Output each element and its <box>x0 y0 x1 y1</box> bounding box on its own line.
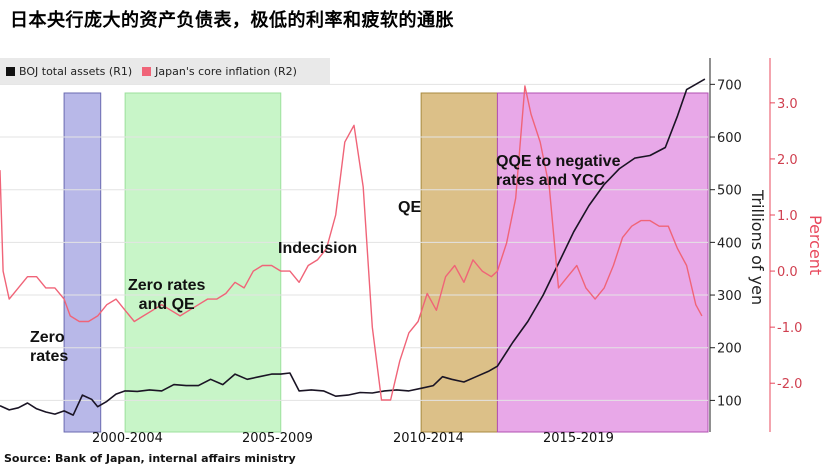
r1-tick-label-400: 400 <box>717 236 742 251</box>
band-qqe-to-negative-rates-and-ycc <box>496 92 709 433</box>
legend-swatch-inflation <box>142 66 152 76</box>
source-note: Source: Bank of Japan, internal affairs … <box>4 452 296 465</box>
r2-tick-label-3: 3.0 <box>777 97 798 112</box>
annotation-qqe: QQE to negative rates and YCC <box>496 152 620 190</box>
r2-tick-label--2: -2.0 <box>777 377 802 392</box>
annotation-zero-rates-line1: Zero <box>30 329 65 346</box>
r1-tick-label-600: 600 <box>717 131 742 146</box>
series-core-inflation-line <box>0 85 703 401</box>
annotation-zrqe-line1: Zero rates <box>128 277 206 294</box>
legend-item-inflation[interactable]: Japan's core inflation (R2) <box>136 65 297 78</box>
r1-tick-label-700: 700 <box>717 78 742 93</box>
x-label-2015-2019: 2015-2019 <box>543 431 614 446</box>
annotation-qqe-line1: QQE to negative <box>496 153 621 170</box>
legend-item-boj[interactable]: BOJ total assets (R1) <box>0 65 132 78</box>
legend-label-inflation: Japan's core inflation (R2) <box>155 64 297 78</box>
r1-axis-title: Trillions of yen <box>748 189 767 305</box>
policy-bands <box>63 92 709 433</box>
chart-title: 日本央行庞大的资产负债表，极低的利率和疲软的通胀 <box>10 10 454 31</box>
r2-axis-title: Percent <box>806 215 825 275</box>
r1-tick-label-500: 500 <box>717 184 742 199</box>
band-zero-rates <box>63 92 102 433</box>
legend-swatch-boj <box>6 66 15 76</box>
r2-tick-label--1: -1.0 <box>777 321 802 336</box>
r1-tick-label-100: 100 <box>717 394 742 409</box>
band-zero-rates-and-qe <box>124 92 282 433</box>
r2-tick-label-1: 1.0 <box>777 209 798 224</box>
annotation-zrqe-line2: and QE <box>138 296 195 313</box>
r2-tick-label-0: 0.0 <box>777 265 798 280</box>
annotation-zero-rates: Zero rates <box>30 328 68 366</box>
annotation-qe: QE <box>398 199 422 216</box>
legend-label-boj: BOJ total assets (R1) <box>19 64 133 78</box>
series-boj-assets-line <box>0 78 706 416</box>
annotation-indecision: Indecision <box>278 240 358 257</box>
axes: 100 200 300 400 500 600 700 Trillions of yen -2.… <box>709 58 825 432</box>
annotation-zero-rates-qe: Zero rates and QE <box>128 276 205 314</box>
x-label-2010-2014: 2010-2014 <box>393 431 464 446</box>
gridlines <box>0 83 708 401</box>
series-lines <box>0 78 706 416</box>
r1-tick-label-300: 300 <box>717 289 742 304</box>
r2-tick-label-2: 2.0 <box>777 153 798 168</box>
x-label-2005-2009: 2005-2009 <box>242 431 313 446</box>
annotation-qqe-line2: rates and YCC <box>496 172 606 189</box>
x-label-2000-2004: 2000-2004 <box>92 431 163 446</box>
annotation-zero-rates-line2: rates <box>30 348 69 365</box>
legend: BOJ total assets (R1) Japan's core infla… <box>0 58 330 84</box>
r1-tick-label-200: 200 <box>717 342 742 357</box>
